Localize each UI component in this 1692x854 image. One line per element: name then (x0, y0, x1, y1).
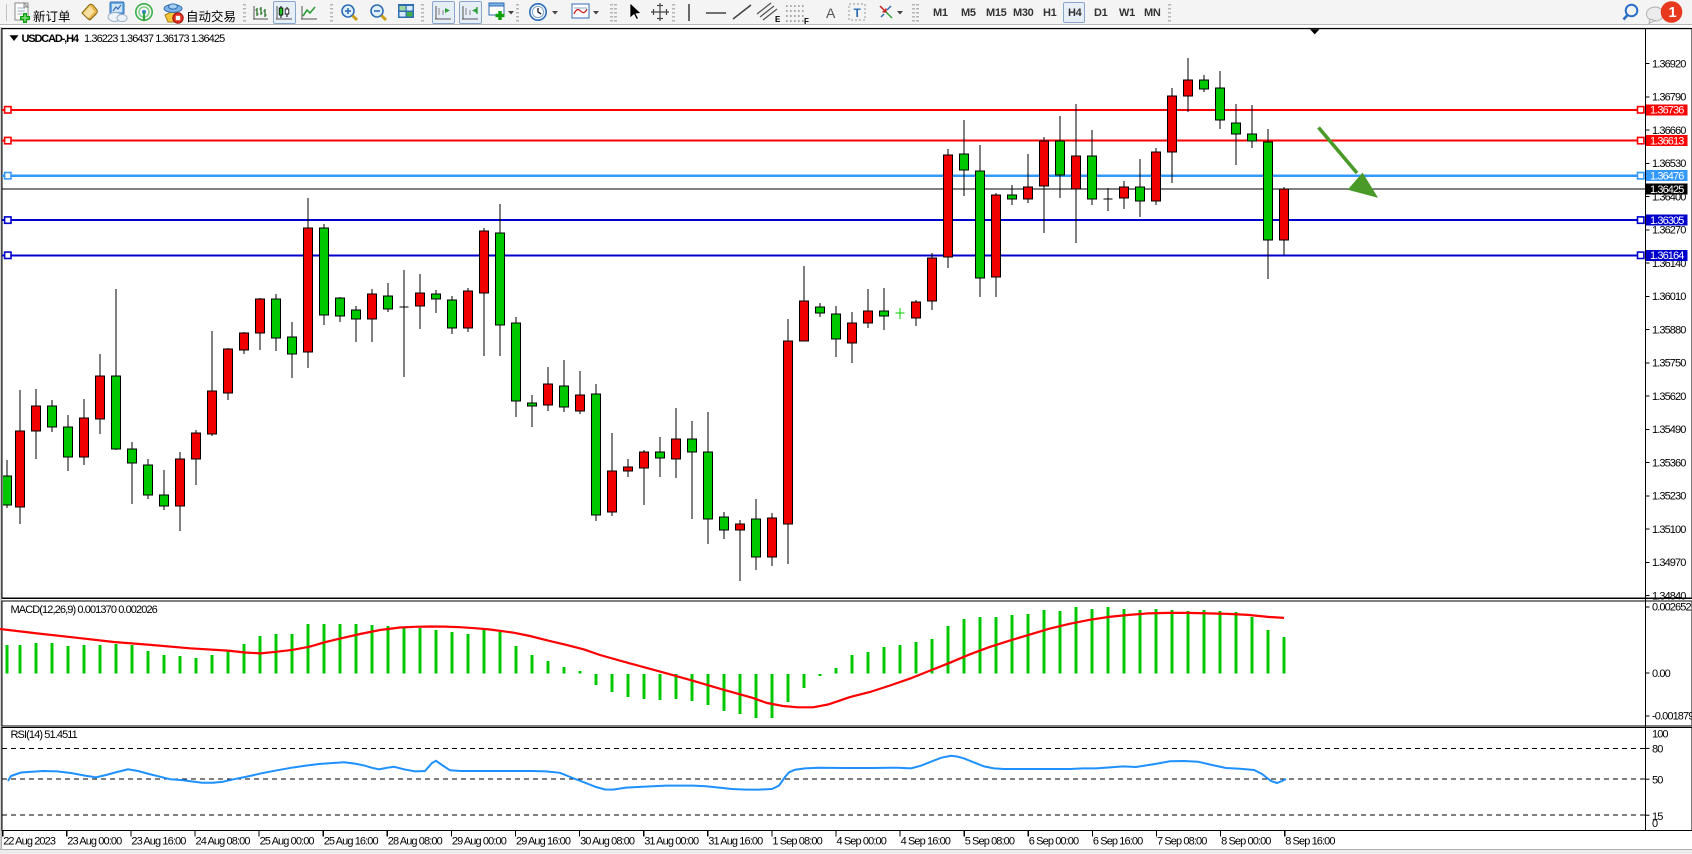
svg-text:1 Sep 08:00: 1 Sep 08:00 (772, 836, 822, 848)
svg-text:80: 80 (1652, 744, 1663, 756)
svg-text:1.35360: 1.35360 (1652, 457, 1686, 469)
svg-text:1.36270: 1.36270 (1652, 225, 1686, 237)
svg-text:1.35880: 1.35880 (1652, 324, 1686, 336)
svg-text:31 Aug 00:00: 31 Aug 00:00 (644, 836, 699, 848)
svg-text:E: E (775, 15, 781, 24)
svg-text:1.34970: 1.34970 (1652, 557, 1686, 569)
svg-text:1.35750: 1.35750 (1652, 358, 1686, 370)
svg-text:50: 50 (1652, 775, 1663, 787)
svg-text:100: 100 (1652, 729, 1668, 741)
svg-text:1: 1 (1669, 5, 1677, 21)
svg-text:25 Aug 16:00: 25 Aug 16:00 (324, 836, 379, 848)
svg-text:6 Sep 16:00: 6 Sep 16:00 (1093, 836, 1143, 848)
svg-text:-0.001879: -0.001879 (1652, 711, 1692, 723)
svg-text:1.35230: 1.35230 (1652, 491, 1686, 503)
svg-text:1.36425: 1.36425 (1650, 184, 1684, 196)
svg-text:1.36010: 1.36010 (1652, 291, 1686, 303)
svg-text:A: A (826, 5, 836, 21)
svg-text:7 Sep 08:00: 7 Sep 08:00 (1157, 836, 1207, 848)
svg-text:1.35100: 1.35100 (1652, 524, 1686, 536)
svg-text:15: 15 (1652, 811, 1663, 823)
svg-text:1.35490: 1.35490 (1652, 424, 1686, 436)
svg-text:1.36736: 1.36736 (1650, 105, 1684, 117)
svg-text:1.36140: 1.36140 (1652, 258, 1686, 270)
svg-text:4 Sep 16:00: 4 Sep 16:00 (901, 836, 951, 848)
svg-text:1.36660: 1.36660 (1652, 125, 1686, 137)
svg-text:8 Sep 00:00: 8 Sep 00:00 (1221, 836, 1271, 848)
svg-text:1.36613: 1.36613 (1650, 135, 1684, 147)
svg-text:25 Aug 00:00: 25 Aug 00:00 (260, 836, 315, 848)
svg-text:F: F (804, 17, 809, 25)
svg-text:23 Aug 16:00: 23 Aug 16:00 (131, 836, 186, 848)
svg-text:5 Sep 08:00: 5 Sep 08:00 (965, 836, 1015, 848)
svg-text:USDCAD-,H4: USDCAD-,H4 (22, 33, 80, 45)
svg-text:24 Aug 08:00: 24 Aug 08:00 (196, 836, 251, 848)
svg-text:0.002652: 0.002652 (1652, 602, 1691, 614)
svg-text:30 Aug 08:00: 30 Aug 08:00 (580, 836, 635, 848)
svg-text:MACD(12,26,9) 0.001370 0.00202: MACD(12,26,9) 0.001370 0.002026 (11, 604, 158, 616)
svg-text:29 Aug 16:00: 29 Aug 16:00 (516, 836, 571, 848)
svg-text:8 Sep 16:00: 8 Sep 16:00 (1285, 836, 1335, 848)
svg-text:29 Aug 00:00: 29 Aug 00:00 (452, 836, 507, 848)
svg-text:1.35620: 1.35620 (1652, 391, 1686, 403)
svg-text:22 Aug 2023: 22 Aug 2023 (3, 836, 56, 848)
svg-text:RSI(14) 51.4511: RSI(14) 51.4511 (11, 729, 78, 741)
svg-text:1.34840: 1.34840 (1652, 591, 1686, 603)
svg-text:31 Aug 16:00: 31 Aug 16:00 (708, 836, 763, 848)
svg-text:1.36223 1.36437 1.36173 1.3642: 1.36223 1.36437 1.36173 1.36425 (84, 33, 225, 45)
svg-text:6 Sep 00:00: 6 Sep 00:00 (1029, 836, 1079, 848)
svg-text:0: 0 (1652, 818, 1658, 830)
svg-text:1.36530: 1.36530 (1652, 158, 1686, 170)
svg-text:0.00: 0.00 (1652, 668, 1671, 680)
svg-text:1.36790: 1.36790 (1652, 92, 1686, 104)
svg-text:28 Aug 08:00: 28 Aug 08:00 (388, 836, 443, 848)
svg-text:23 Aug 00:00: 23 Aug 00:00 (67, 836, 122, 848)
svg-text:4 Sep 00:00: 4 Sep 00:00 (837, 836, 887, 848)
svg-text:T: T (854, 6, 862, 20)
svg-text:1.36476: 1.36476 (1650, 171, 1684, 183)
svg-text:1.36305: 1.36305 (1650, 215, 1684, 227)
svg-text:1.36920: 1.36920 (1652, 58, 1686, 70)
svg-text:1.36164: 1.36164 (1650, 250, 1684, 262)
